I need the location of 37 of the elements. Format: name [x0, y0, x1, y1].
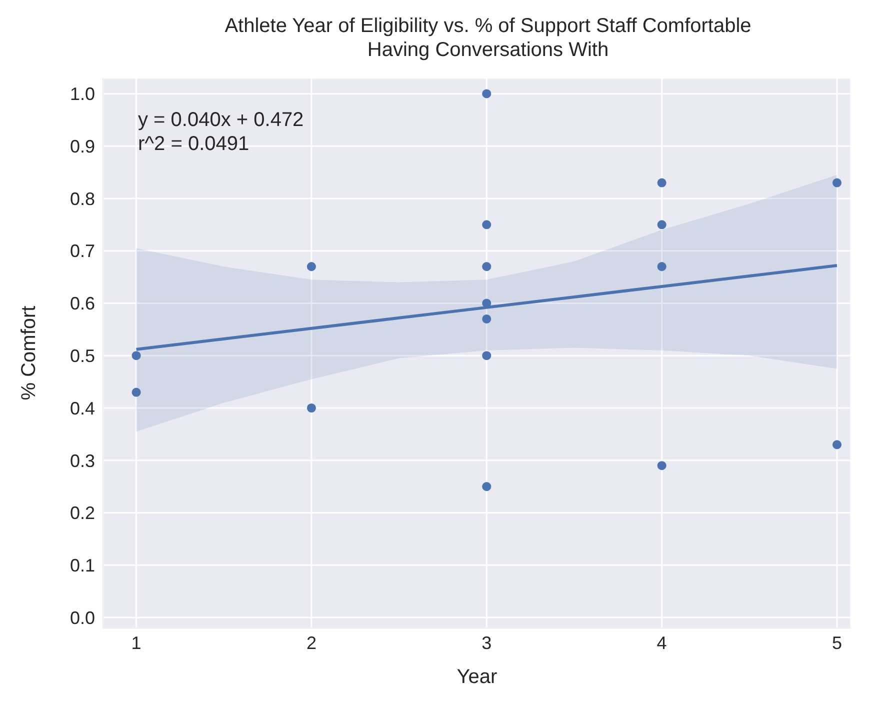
y-axis-title: % Comfort [18, 305, 40, 400]
y-tick-label: 0.2 [70, 503, 95, 524]
point [482, 351, 492, 360]
point [306, 262, 316, 272]
y-tick-label: 0.1 [70, 556, 95, 576]
point [482, 314, 492, 324]
point [832, 178, 842, 188]
chart-title: Athlete Year of Eligibility vs. % of Support Staff Comfortable Having Conversations With [224, 14, 752, 62]
y-tick-label: 0.6 [70, 294, 95, 314]
x-tick-label: 5 [832, 632, 842, 653]
y-tick-label: 0.0 [70, 608, 95, 628]
point [482, 262, 492, 272]
y-tick-label: 0.5 [70, 346, 95, 366]
annotation: y = 0.040x + 0.472 [138, 108, 304, 132]
x-tick-label: 2 [306, 632, 316, 653]
point [482, 89, 492, 98]
point [657, 461, 666, 470]
y-tick-label: 0.3 [70, 450, 95, 471]
x-tick-label: 1 [131, 632, 142, 653]
y-tick-label: 0.9 [70, 136, 95, 156]
y-tick-label: 1.0 [70, 84, 95, 104]
point [132, 351, 141, 360]
point [657, 262, 666, 272]
point [482, 220, 492, 230]
y-tick-label: 0.8 [70, 188, 95, 209]
point [132, 388, 141, 397]
x-axis-title: Year [456, 666, 498, 688]
point [657, 178, 666, 188]
point [482, 482, 492, 492]
y-tick-label: 0.4 [70, 398, 95, 418]
point [832, 440, 842, 450]
annotation: r^2 = 0.0491 [138, 132, 250, 156]
y-tick-label: 0.7 [70, 241, 95, 262]
point [306, 403, 316, 413]
x-tick-label: 4 [656, 632, 667, 653]
x-tick-label: 3 [482, 632, 492, 653]
point [657, 220, 666, 230]
